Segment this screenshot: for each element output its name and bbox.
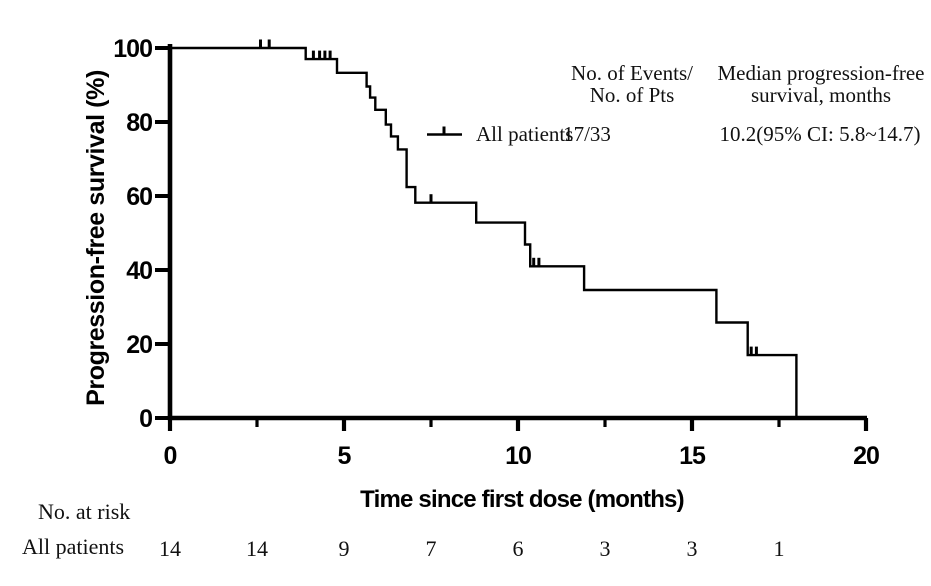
legend-median-value: 10.2(95% CI: 5.8~14.7): [719, 122, 921, 146]
y-tick-label-40: 40: [126, 257, 152, 285]
x-tick-label-15: 15: [679, 442, 706, 470]
risk-count-t7.5: 7: [425, 536, 437, 561]
risk-count-t0: 14: [159, 536, 181, 561]
x-tick-label-5: 5: [338, 442, 352, 470]
stats-header-median-line1: Median progression-free: [717, 61, 925, 85]
legend-series-label: All patients: [476, 122, 574, 146]
risk-row-label: All patients: [22, 534, 125, 559]
y-tick-label-60: 60: [126, 183, 152, 211]
y-tick-label-100: 100: [113, 35, 152, 63]
x-axis-title: Time since first dose (months): [360, 486, 684, 513]
x-tick-label-0: 0: [164, 442, 177, 470]
risk-count-t17.5: 1: [773, 536, 785, 561]
stats-header-events-line1: No. of Events/: [571, 61, 693, 85]
stats-header-median-line2: survival, months: [751, 83, 891, 107]
km-step-curve: [170, 46, 798, 418]
risk-count-t5: 9: [338, 536, 350, 561]
y-axis-title: Progression-free survival (%): [82, 70, 110, 406]
x-tick-label-20: 20: [853, 442, 879, 470]
stats-header-events: No. of Events/ No. of Pts: [532, 62, 732, 106]
stats-header-events-line2: No. of Pts: [589, 83, 675, 107]
risk-count-t2.5: 14: [246, 536, 268, 561]
risk-table-header: No. at risk: [38, 499, 131, 524]
risk-count-t10: 6: [512, 536, 524, 561]
y-tick-label-20: 20: [126, 331, 152, 359]
risk-count-t15: 3: [686, 536, 698, 561]
y-tick-label-80: 80: [126, 109, 152, 137]
stats-header-median: Median progression-free survival, months: [671, 62, 931, 106]
legend-events-value: 17/33: [563, 122, 611, 146]
risk-count-t12.5: 3: [599, 536, 611, 561]
x-tick-label-10: 10: [505, 442, 531, 470]
y-tick-label-0: 0: [139, 405, 152, 433]
